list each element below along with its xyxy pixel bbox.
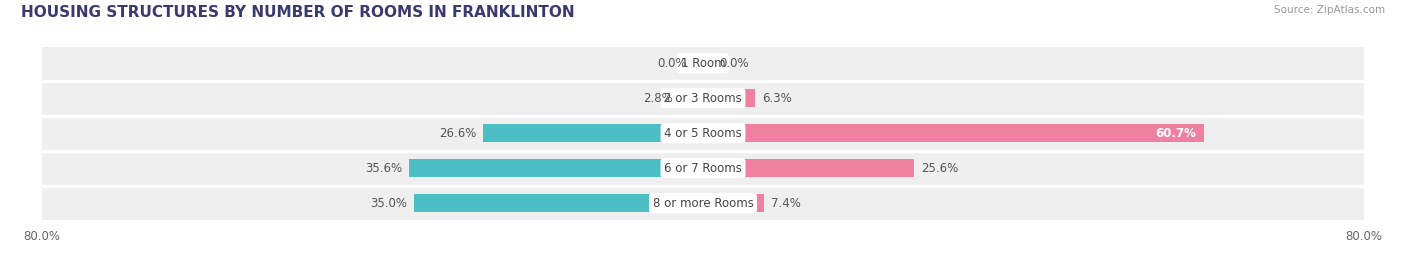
- Text: 2 or 3 Rooms: 2 or 3 Rooms: [664, 92, 742, 105]
- Bar: [42, 186, 1364, 221]
- Bar: [681, 89, 703, 107]
- Bar: [42, 81, 1364, 116]
- Text: 0.0%: 0.0%: [657, 57, 686, 70]
- Bar: [42, 151, 1364, 186]
- Bar: [484, 124, 703, 142]
- Text: Source: ZipAtlas.com: Source: ZipAtlas.com: [1274, 5, 1385, 15]
- Text: HOUSING STRUCTURES BY NUMBER OF ROOMS IN FRANKLINTON: HOUSING STRUCTURES BY NUMBER OF ROOMS IN…: [21, 5, 575, 20]
- Text: 2.8%: 2.8%: [644, 92, 673, 105]
- Text: 4 or 5 Rooms: 4 or 5 Rooms: [664, 127, 742, 140]
- Bar: [42, 116, 1364, 151]
- Bar: [703, 194, 763, 212]
- Bar: [413, 194, 703, 212]
- Text: 6 or 7 Rooms: 6 or 7 Rooms: [664, 162, 742, 175]
- Text: 35.0%: 35.0%: [370, 197, 408, 210]
- Text: 1 Room: 1 Room: [681, 57, 725, 70]
- Text: 6.3%: 6.3%: [762, 92, 792, 105]
- Bar: [703, 124, 1205, 142]
- Text: 8 or more Rooms: 8 or more Rooms: [652, 197, 754, 210]
- Bar: [703, 159, 914, 177]
- Text: 35.6%: 35.6%: [366, 162, 402, 175]
- Text: 25.6%: 25.6%: [921, 162, 959, 175]
- Text: 0.0%: 0.0%: [720, 57, 749, 70]
- Text: 7.4%: 7.4%: [770, 197, 800, 210]
- Text: 60.7%: 60.7%: [1156, 127, 1197, 140]
- Bar: [409, 159, 703, 177]
- Text: 26.6%: 26.6%: [439, 127, 477, 140]
- Bar: [42, 46, 1364, 81]
- Bar: [703, 89, 755, 107]
